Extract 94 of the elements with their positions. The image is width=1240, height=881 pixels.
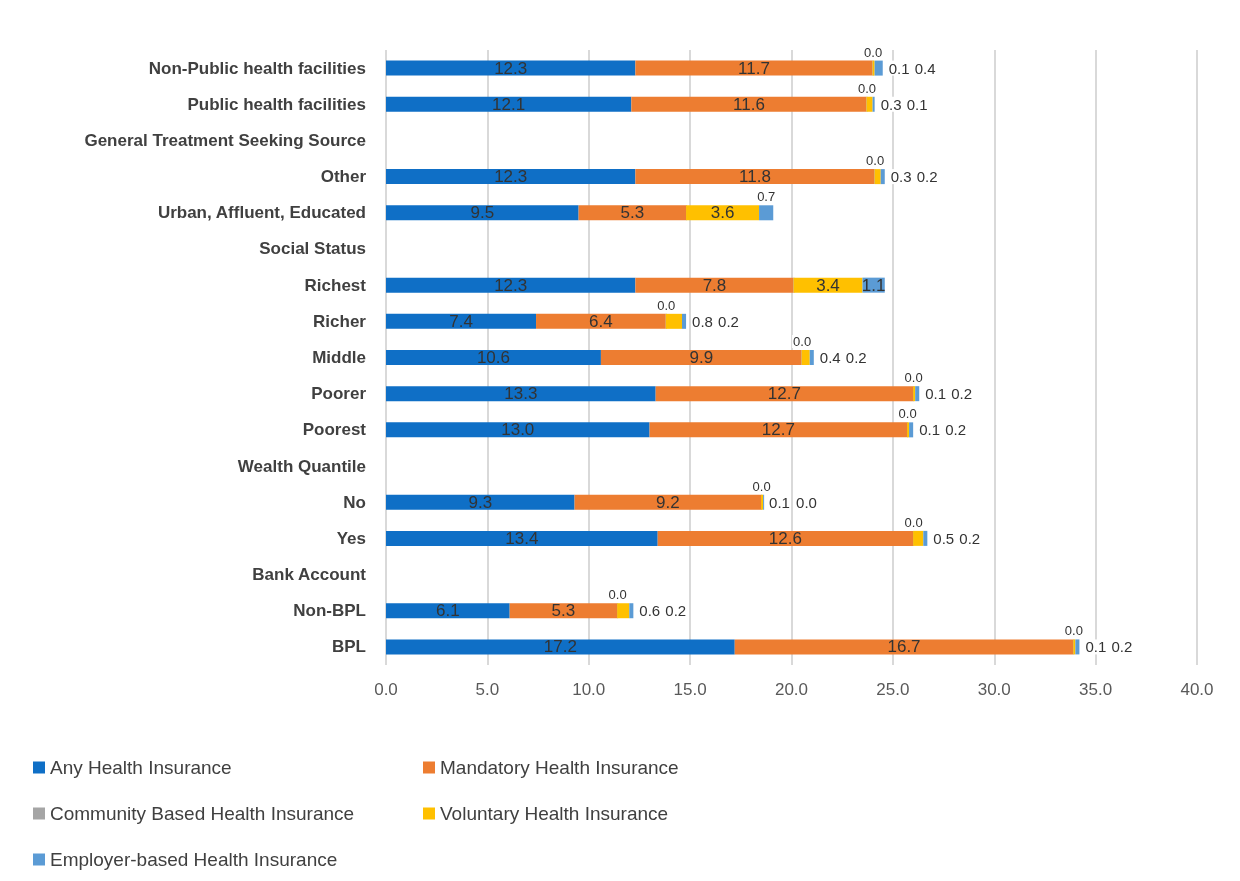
- data-label: 1.1: [861, 275, 886, 295]
- y-tick-label: Bank Account: [252, 565, 367, 585]
- x-tick-label: 40.0: [1180, 680, 1214, 699]
- data-label: 11.7: [738, 58, 770, 78]
- data-label: 7.4: [449, 311, 473, 331]
- legend-label: Any Health Insurance: [50, 757, 232, 778]
- data-label: 12.7: [767, 384, 801, 404]
- data-label: 12.7: [761, 420, 795, 440]
- data-label: 0.0: [1064, 623, 1083, 639]
- y-tick-label: Poorer: [311, 384, 367, 404]
- data-label: 12.3: [494, 58, 528, 78]
- data-label: 0.2: [951, 385, 973, 403]
- data-label: 0.1: [888, 59, 910, 77]
- data-label: 3.4: [816, 275, 840, 295]
- data-label: 13.4: [505, 528, 539, 548]
- data-label: 6.4: [589, 311, 613, 331]
- data-label: 0.2: [959, 529, 981, 547]
- data-label: 0.4: [819, 349, 841, 366]
- y-tick-label: Middle: [312, 348, 366, 367]
- data-label: 9.9: [689, 348, 714, 367]
- data-label: 0.0: [864, 44, 883, 60]
- y-tick-label: Wealth Quantile: [237, 456, 366, 476]
- data-label: 9.2: [656, 492, 680, 512]
- data-label: 0.8: [692, 312, 713, 330]
- data-label: 3.6: [710, 203, 735, 223]
- y-tick-label: Urban, Affluent, Educated: [157, 203, 366, 223]
- data-label: 5.3: [551, 601, 576, 621]
- data-label: 0.0: [608, 587, 627, 603]
- data-label: 0.4: [914, 59, 936, 77]
- data-label: 17.2: [543, 637, 577, 657]
- legend-label: Community Based Health Insurance: [50, 803, 355, 824]
- legend-label: Voluntary Health Insurance: [440, 803, 669, 824]
- y-tick-label: Richer: [313, 311, 367, 331]
- y-tick-label: BPL: [332, 637, 366, 657]
- data-label: 0.1: [769, 493, 790, 511]
- data-label: 13.3: [504, 384, 538, 404]
- data-label: 11.6: [733, 94, 765, 114]
- data-label: 0.0: [752, 478, 771, 494]
- x-tick-label: 15.0: [673, 680, 707, 699]
- data-label: 0.2: [916, 168, 938, 186]
- data-label: 12.1: [492, 94, 526, 114]
- data-label: 0.0: [857, 80, 877, 96]
- x-tick-label: 0.0: [374, 680, 398, 699]
- y-tick-label: General Treatment Seeking Source: [84, 130, 366, 150]
- data-label: 0.0: [904, 370, 923, 386]
- data-label: 0.0: [898, 406, 917, 422]
- data-label: 12.3: [494, 275, 528, 295]
- data-label: 0.6: [639, 602, 661, 620]
- data-label: 6.1: [436, 601, 460, 621]
- y-tick-label: Social Status: [259, 239, 366, 259]
- data-label: 0.3: [880, 95, 902, 113]
- data-label: 0.1: [919, 421, 941, 439]
- data-label: 0.0: [657, 297, 676, 313]
- y-tick-label: Non-Public health facilities: [148, 58, 366, 78]
- data-label: 0.7: [757, 189, 776, 205]
- data-label: 12.3: [494, 167, 528, 187]
- data-label: 0.2: [718, 312, 739, 330]
- y-tick-label: Non-BPL: [293, 601, 366, 621]
- data-label: 0.1: [925, 385, 947, 403]
- x-tick-label: 35.0: [1079, 680, 1113, 699]
- data-label: 0.0: [866, 153, 885, 169]
- data-label: 0.1: [1085, 638, 1107, 656]
- y-tick-label: Public health facilities: [187, 94, 366, 114]
- x-tick-label: 20.0: [774, 680, 809, 699]
- data-label: 10.6: [476, 348, 510, 367]
- x-tick-label: 25.0: [876, 680, 910, 699]
- data-label: 0.1: [906, 95, 928, 113]
- data-label: 13.0: [501, 420, 535, 440]
- data-label: 9.3: [468, 492, 493, 512]
- data-label: 0.2: [945, 421, 967, 439]
- data-label: 0.2: [665, 602, 687, 620]
- data-label: 12.6: [768, 528, 802, 548]
- data-label: 0.3: [890, 168, 912, 186]
- data-label: 0.0: [793, 334, 812, 349]
- x-tick-label: 10.0: [572, 680, 606, 699]
- y-tick-label: Richest: [304, 275, 367, 295]
- x-tick-label: 30.0: [977, 680, 1011, 699]
- data-label: 0.0: [796, 493, 817, 511]
- data-label: 0.0: [904, 514, 923, 530]
- data-label: 0.2: [1111, 638, 1133, 656]
- x-tick-label: 5.0: [475, 680, 500, 699]
- data-label: 0.2: [845, 349, 867, 366]
- y-tick-label: No: [343, 492, 366, 512]
- data-label: 0.5: [933, 529, 955, 547]
- legend-label: Employer-based Health Insurance: [50, 849, 338, 870]
- data-label: 11.8: [739, 167, 771, 187]
- legend-label: Mandatory Health Insurance: [440, 757, 679, 778]
- data-label: 16.7: [887, 637, 921, 657]
- data-label: 7.8: [702, 275, 727, 295]
- data-label: 5.3: [620, 203, 645, 223]
- y-tick-label: Poorest: [302, 420, 367, 440]
- data-label: 9.5: [470, 203, 495, 223]
- y-tick-label: Yes: [336, 528, 366, 548]
- y-tick-label: Other: [320, 167, 367, 187]
